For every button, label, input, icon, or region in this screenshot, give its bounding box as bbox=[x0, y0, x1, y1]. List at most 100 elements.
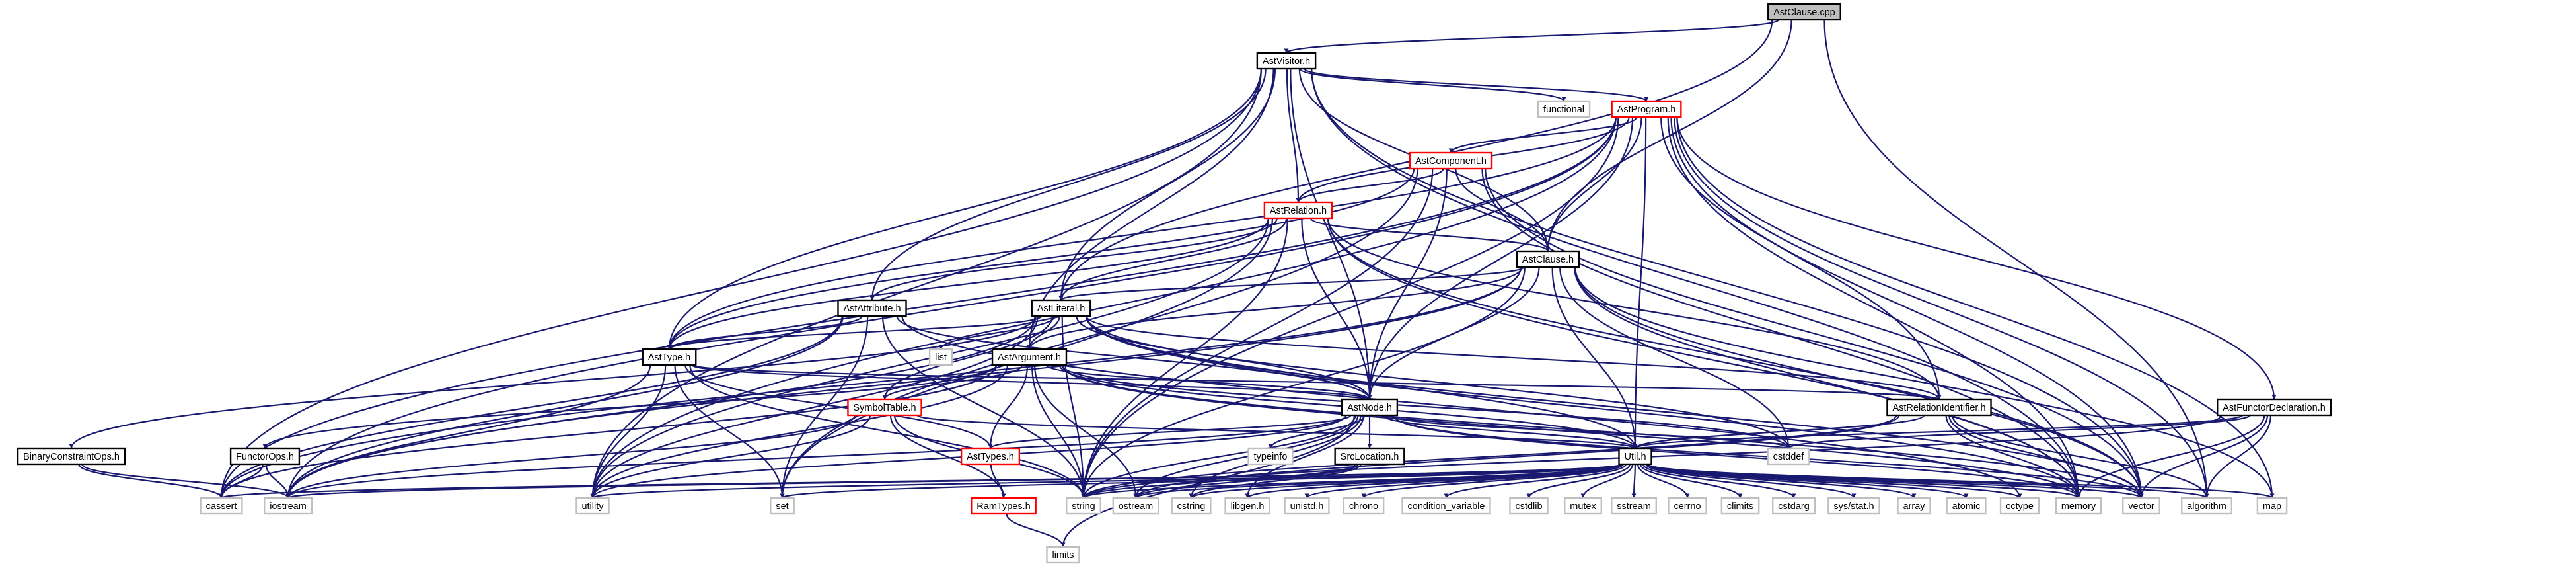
node-box bbox=[642, 348, 697, 366]
node-label: AstAttribute.h bbox=[843, 304, 901, 314]
node-util[interactable]: Util.h bbox=[1618, 447, 1652, 466]
node-astrelid[interactable]: AstRelationIdentifier.h bbox=[1886, 398, 1992, 417]
edge-astprogram-to-iostream bbox=[285, 116, 1617, 499]
edge-asttype-to-set bbox=[674, 364, 785, 499]
edge-astprogram-to-astfunctordecl bbox=[1676, 116, 2277, 400]
node-label: AstTypes.h bbox=[967, 452, 1014, 462]
node-label: condition_variable bbox=[1408, 501, 1485, 512]
edge-astcomponent-to-astclause bbox=[1455, 168, 1551, 252]
node-label: utility bbox=[581, 501, 604, 512]
edge-astprogram-to-astcomponent bbox=[1448, 116, 1638, 153]
edge-astcomponent-to-asttype bbox=[667, 168, 1415, 350]
edge-astattribute-to-astnode bbox=[896, 315, 1372, 400]
edge-astrelation-to-astrelid bbox=[1327, 218, 1942, 400]
edge-astargument-to-ostream bbox=[1033, 364, 1138, 499]
node-box bbox=[1224, 497, 1270, 515]
node-astcomponent[interactable]: AstComponent.h bbox=[1409, 151, 1493, 170]
node-label: sstream bbox=[1617, 501, 1651, 512]
node-box bbox=[1946, 497, 1987, 515]
edge-astclause-cpp-to-algorithm bbox=[1823, 19, 2209, 499]
edge-astnode-to-cstddef bbox=[1389, 414, 1791, 450]
edge-symboltable-to-util bbox=[916, 414, 1638, 450]
edge-astrelation-to-astliteral bbox=[1058, 218, 1288, 301]
node-box bbox=[200, 497, 243, 515]
node-label: limits bbox=[1052, 550, 1074, 561]
edge-util-to-cstdarg bbox=[1642, 464, 1796, 499]
node-label: list bbox=[935, 352, 947, 363]
node-box bbox=[2217, 398, 2332, 417]
edge-astprogram-to-map bbox=[1676, 116, 2275, 499]
node-box bbox=[1509, 497, 1549, 515]
edge-binaryconstraintops-to-cassert bbox=[78, 464, 224, 499]
node-astclause-cpp[interactable]: AstClause.cpp bbox=[1767, 3, 1841, 21]
node-climits: climits bbox=[1720, 497, 1760, 515]
node-functorops[interactable]: FunctorOps.h bbox=[229, 447, 301, 466]
node-binaryconstraintops[interactable]: BinaryConstraintOps.h bbox=[17, 447, 126, 466]
node-box bbox=[1516, 250, 1580, 268]
node-box bbox=[1767, 3, 1841, 21]
node-box bbox=[1066, 497, 1101, 515]
node-label: Util.h bbox=[1624, 452, 1646, 462]
node-box bbox=[575, 497, 610, 515]
node-astargument[interactable]: AstArgument.h bbox=[991, 348, 1068, 366]
node-label: iostream bbox=[270, 501, 307, 512]
node-box bbox=[1263, 201, 1333, 220]
edge-astrelation-to-astnode bbox=[1301, 218, 1372, 400]
edge-symboltable-to-iostream bbox=[285, 415, 856, 499]
node-label: SrcLocation.h bbox=[1341, 452, 1399, 462]
edge-astprogram-to-cassert bbox=[219, 116, 1617, 499]
node-algorithm: algorithm bbox=[2180, 497, 2233, 515]
edge-astfunctordecl-to-algorithm bbox=[2204, 415, 2271, 499]
edge-astliteral-to-asttype bbox=[667, 315, 1043, 350]
edge-srclocation-to-cstring bbox=[1189, 464, 1362, 499]
node-asttype[interactable]: AstType.h bbox=[642, 348, 697, 366]
node-asttypes[interactable]: AstTypes.h bbox=[960, 447, 1021, 466]
node-ramtypes[interactable]: RamTypes.h bbox=[971, 497, 1037, 515]
node-box bbox=[2055, 497, 2102, 515]
node-box bbox=[1409, 151, 1493, 170]
node-box bbox=[1401, 497, 1491, 515]
node-label: chrono bbox=[1349, 501, 1378, 512]
edge-astattribute-to-cassert bbox=[219, 315, 843, 499]
edge-astliteral-to-string bbox=[1061, 315, 1086, 499]
node-label: libgen.h bbox=[1231, 501, 1265, 512]
node-label: sys/stat.h bbox=[1833, 501, 1874, 512]
node-label: mutex bbox=[1570, 501, 1596, 512]
node-box bbox=[2180, 497, 2233, 515]
node-string: string bbox=[1066, 497, 1101, 515]
edge-astargument-to-symboltable bbox=[882, 364, 1023, 400]
node-astprogram[interactable]: AstProgram.h bbox=[1611, 100, 1682, 118]
edge-astprogram-to-vector bbox=[1670, 116, 2144, 499]
node-astfunctordecl[interactable]: AstFunctorDeclaration.h bbox=[2217, 398, 2332, 417]
node-box bbox=[1341, 398, 1399, 417]
node-typeinfo: typeinfo bbox=[1247, 447, 1294, 466]
node-symboltable[interactable]: SymbolTable.h bbox=[847, 398, 922, 417]
node-cassert: cassert bbox=[200, 497, 243, 515]
edge-astnode-to-typeinfo bbox=[1268, 415, 1366, 449]
node-box bbox=[1897, 497, 1931, 515]
edge-astargument-to-cassert bbox=[219, 364, 998, 499]
node-set: set bbox=[770, 497, 795, 515]
node-label: cstring bbox=[1177, 501, 1206, 512]
node-srclocation[interactable]: SrcLocation.h bbox=[1334, 447, 1405, 466]
node-astclause[interactable]: AstClause.h bbox=[1516, 250, 1580, 268]
node-astrelation[interactable]: AstRelation.h bbox=[1263, 201, 1333, 220]
edge-util-to-condvar bbox=[1444, 464, 1627, 499]
edge-astclause-to-util bbox=[1551, 266, 1638, 449]
node-label: AstNode.h bbox=[1347, 403, 1392, 413]
node-astattribute[interactable]: AstAttribute.h bbox=[837, 299, 907, 317]
node-box bbox=[1611, 497, 1657, 515]
node-box bbox=[1772, 497, 1816, 515]
edge-astvisitor-to-asttype bbox=[667, 68, 1262, 350]
edge-astargument-to-asttypes bbox=[988, 364, 1029, 449]
node-label: AstComponent.h bbox=[1415, 156, 1487, 167]
edge-astrelid-to-algorithm bbox=[1952, 415, 2209, 499]
node-box bbox=[1046, 546, 1080, 564]
edge-astargument-to-functorops bbox=[262, 364, 998, 449]
node-unistd: unistd.h bbox=[1284, 497, 1330, 515]
node-label: atomic bbox=[1952, 501, 1981, 512]
node-astliteral[interactable]: AstLiteral.h bbox=[1031, 299, 1091, 317]
node-condvar: condition_variable bbox=[1401, 497, 1491, 515]
node-astvisitor[interactable]: AstVisitor.h bbox=[1256, 52, 1317, 70]
node-astnode[interactable]: AstNode.h bbox=[1341, 398, 1399, 417]
